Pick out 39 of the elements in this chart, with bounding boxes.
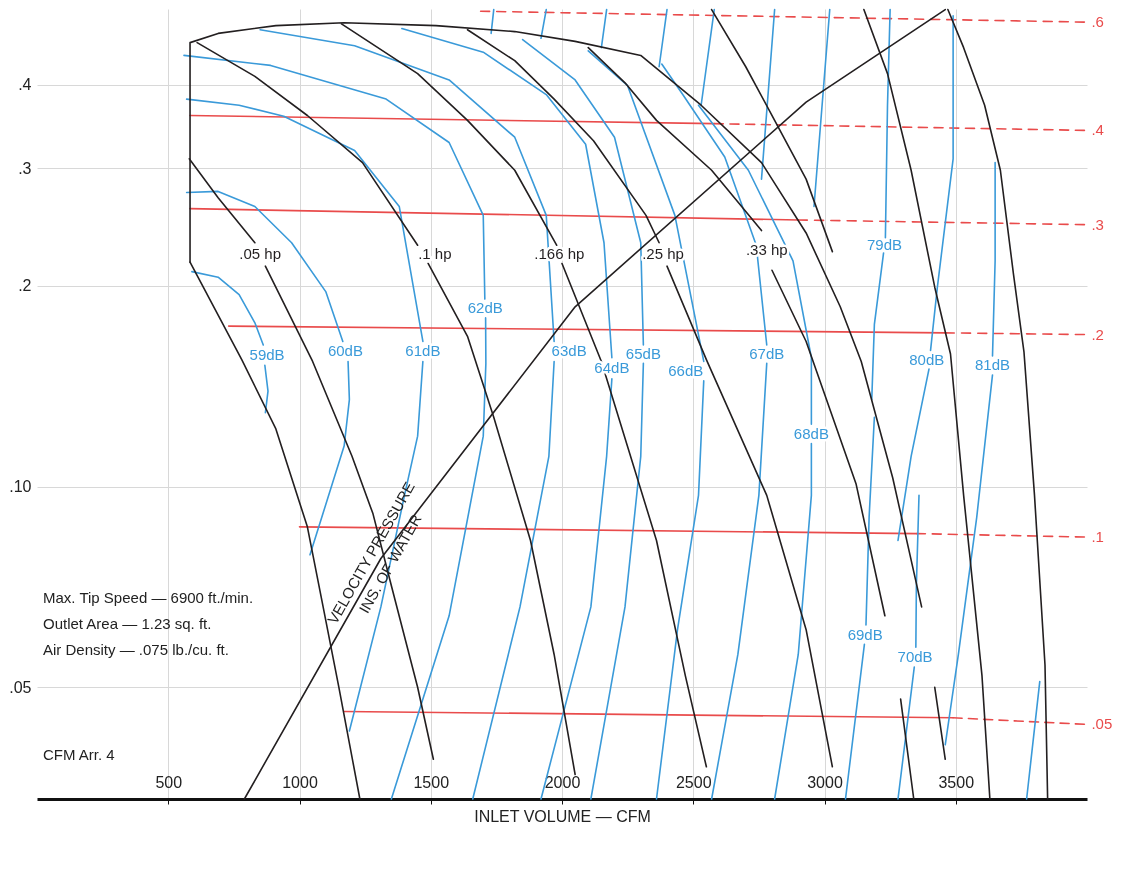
series-label: .6 [1091,13,1104,31]
y-tick-label: .2 [18,277,32,295]
y-tick-label: .3 [18,159,32,177]
series-label: 67dB [749,345,785,363]
x-tick-label: 3500 [938,773,975,791]
series-label: 69dB [847,625,883,643]
series-label: 63dB [551,342,587,360]
series-label: .4 [1091,121,1104,139]
series-label: .1 [1091,528,1104,546]
series-label: 65dB [625,345,661,363]
x-tick-label: 500 [155,773,183,791]
x-tick-label: 3000 [807,773,843,791]
x-tick-label: 1000 [282,773,318,791]
series-label: 62dB [467,299,503,317]
x-tick-label: 2000 [544,773,581,791]
x-tick-label: 2500 [675,773,712,791]
series-label: 66dB [668,362,704,380]
y-tick-label: .10 [9,478,32,496]
x-tick-label: 1500 [413,773,450,791]
series-label: .05 [1091,715,1113,733]
series-label: 60dB [327,342,363,360]
annotation: CFM Arr. 4 [43,746,115,763]
series-label: 59dB [249,346,285,364]
y-tick-label: .4 [18,76,32,94]
series-label: 81dB [974,356,1011,374]
annotation: Air Density — .075 lb./cu. ft. [43,640,229,658]
series-label: 79dB [866,236,902,254]
series-label: 70dB [897,648,933,666]
series-label: .05 hp [239,245,281,263]
series-label: .1 hp [418,245,452,263]
annotation: Outlet Area — 1.23 sq. ft. [43,614,212,632]
annotation: Max. Tip Speed — 6900 ft./min. [43,588,254,606]
series-label: 61dB [405,342,441,360]
series-label: .2 [1091,325,1104,343]
series-label: .3 [1091,215,1104,233]
y-tick-label: .05 [9,678,32,696]
series-label: 80dB [909,350,945,368]
x-axis-title: INLET VOLUME — CFM [474,808,651,825]
series-label: 68dB [793,424,829,442]
